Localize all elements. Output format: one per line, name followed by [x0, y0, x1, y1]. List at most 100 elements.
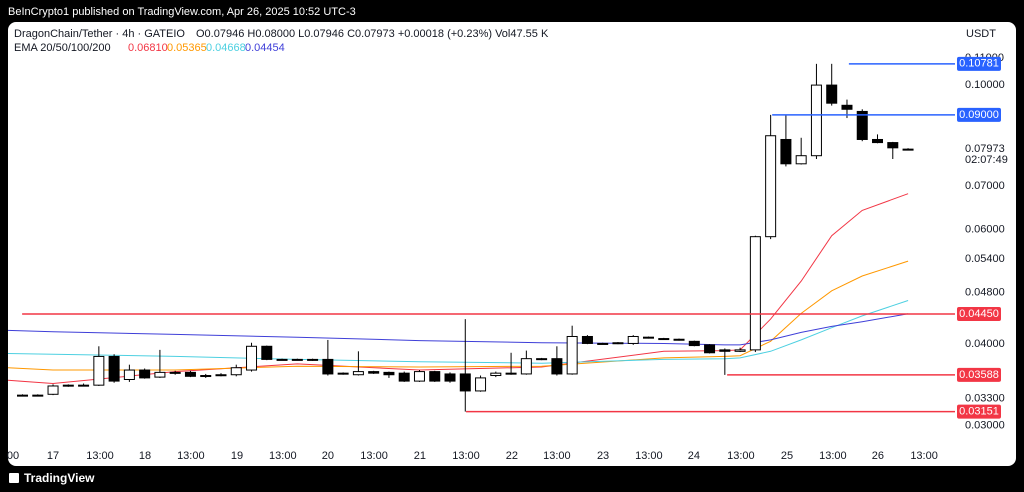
ema-legend-value: 0.04454: [245, 42, 285, 54]
x-tick-label: 13:00: [360, 450, 388, 462]
candle-body: [536, 358, 548, 361]
candle-body: [108, 355, 120, 382]
footer-brand: TradingView: [24, 471, 95, 485]
ema-line: [8, 260, 909, 371]
x-tick-label: 23: [597, 450, 609, 462]
candle-body: [215, 374, 227, 377]
candle-body: [490, 372, 502, 377]
y-tick-label: 0.04000: [965, 338, 1005, 350]
level-tag: [957, 56, 1001, 71]
y-tick-label: 0.05400: [965, 253, 1005, 265]
candle-body: [276, 358, 288, 361]
x-tick-label: 26: [872, 450, 884, 462]
candle-body: [810, 84, 822, 157]
candle-body: [780, 138, 792, 165]
candle-body: [505, 372, 517, 375]
candle-body: [352, 371, 364, 376]
candle-body: [826, 84, 838, 104]
plot-area: [8, 63, 914, 412]
candle-body: [719, 349, 731, 352]
candle-body: [200, 375, 212, 378]
candle-body: [627, 335, 639, 344]
x-tick-label: 13:00: [543, 450, 571, 462]
y-tick-label: 0.10000: [965, 79, 1005, 91]
candle-body: [62, 384, 74, 387]
candle-body: [93, 355, 105, 386]
ema-line: [8, 300, 909, 364]
ema-label: EMA 20/50/100/200: [14, 42, 111, 54]
ema-legend-value: 0.05365: [167, 42, 207, 54]
x-tick-label: 18: [139, 450, 151, 462]
candle-body: [398, 372, 410, 382]
candle-body: [749, 236, 761, 351]
x-tick-label: 21: [414, 450, 426, 462]
ema-line: [8, 193, 909, 385]
y-tick-label: 0.06000: [965, 223, 1005, 235]
candle-body: [887, 142, 899, 149]
candle-body: [902, 148, 914, 151]
candle-body: [322, 358, 334, 375]
candle-body: [291, 358, 303, 361]
candle-body: [688, 340, 700, 347]
ohlc-info: O0.07946 H0.08000 L0.07946 C0.07973 +0.0…: [196, 28, 549, 40]
x-tick-label: 25: [781, 450, 793, 462]
candle-body: [413, 371, 425, 382]
candle-body: [475, 377, 487, 392]
candle-body: [856, 110, 868, 140]
candle-body: [444, 373, 456, 382]
candle-body: [459, 373, 471, 392]
x-tick-label: 13:00: [819, 450, 847, 462]
candle-body: [673, 338, 685, 341]
candle-body: [78, 384, 90, 387]
y-tick-label: 0.04800: [965, 287, 1005, 299]
candle-body: [307, 358, 319, 361]
x-tick-label: 22: [506, 450, 518, 462]
candle-body: [597, 342, 609, 345]
candle-body: [642, 336, 654, 339]
x-tick-label: 19: [231, 450, 243, 462]
candle-body: [551, 358, 563, 375]
candle-body: [261, 345, 273, 360]
level-tag: [957, 307, 1001, 322]
candle-body: [872, 138, 884, 144]
candle-body: [169, 371, 181, 374]
x-tick-label: 20: [322, 450, 334, 462]
level-label: 0.04450: [959, 308, 999, 320]
candle-body: [658, 338, 670, 341]
candle-body: [230, 367, 242, 376]
ema-legend-value: 0.06810: [128, 42, 168, 54]
countdown: 02:07:49: [965, 154, 1008, 166]
x-tick-label: 13:00: [727, 450, 755, 462]
candle-body: [612, 342, 624, 345]
x-tick-label: 17: [47, 450, 59, 462]
candle-body: [368, 371, 380, 374]
candle-body: [246, 345, 258, 371]
y-unit: USDT: [966, 28, 996, 40]
candle-body: [47, 385, 59, 395]
candle-body: [337, 372, 349, 375]
candle-body: [139, 369, 151, 379]
level-label: 0.03588: [959, 369, 999, 381]
candle-body: [734, 349, 746, 352]
candle-body: [765, 135, 777, 238]
candle-body: [17, 394, 29, 397]
chart-panel: [8, 22, 1016, 466]
candle-body: [520, 358, 532, 375]
candle-body: [429, 371, 441, 382]
level-tag: [957, 367, 1001, 382]
candle-body: [581, 335, 593, 344]
x-tick-label: 00: [7, 450, 19, 462]
x-tick-label: 13:00: [177, 450, 205, 462]
candle-body: [154, 371, 166, 378]
candle-body: [795, 155, 807, 165]
publish-info: BeInCrypto1 published on TradingView.com…: [8, 6, 356, 18]
logo: TradingView: [9, 471, 95, 485]
level-label: 0.09000: [959, 109, 999, 121]
y-tick-label: 0.03300: [965, 392, 1005, 404]
candle-body: [704, 344, 716, 354]
x-tick-label: 13:00: [635, 450, 663, 462]
candle-body: [566, 335, 578, 375]
candle-body: [123, 369, 135, 380]
ema-legend-value: 0.04668: [206, 42, 246, 54]
x-tick-label: 13:00: [452, 450, 480, 462]
